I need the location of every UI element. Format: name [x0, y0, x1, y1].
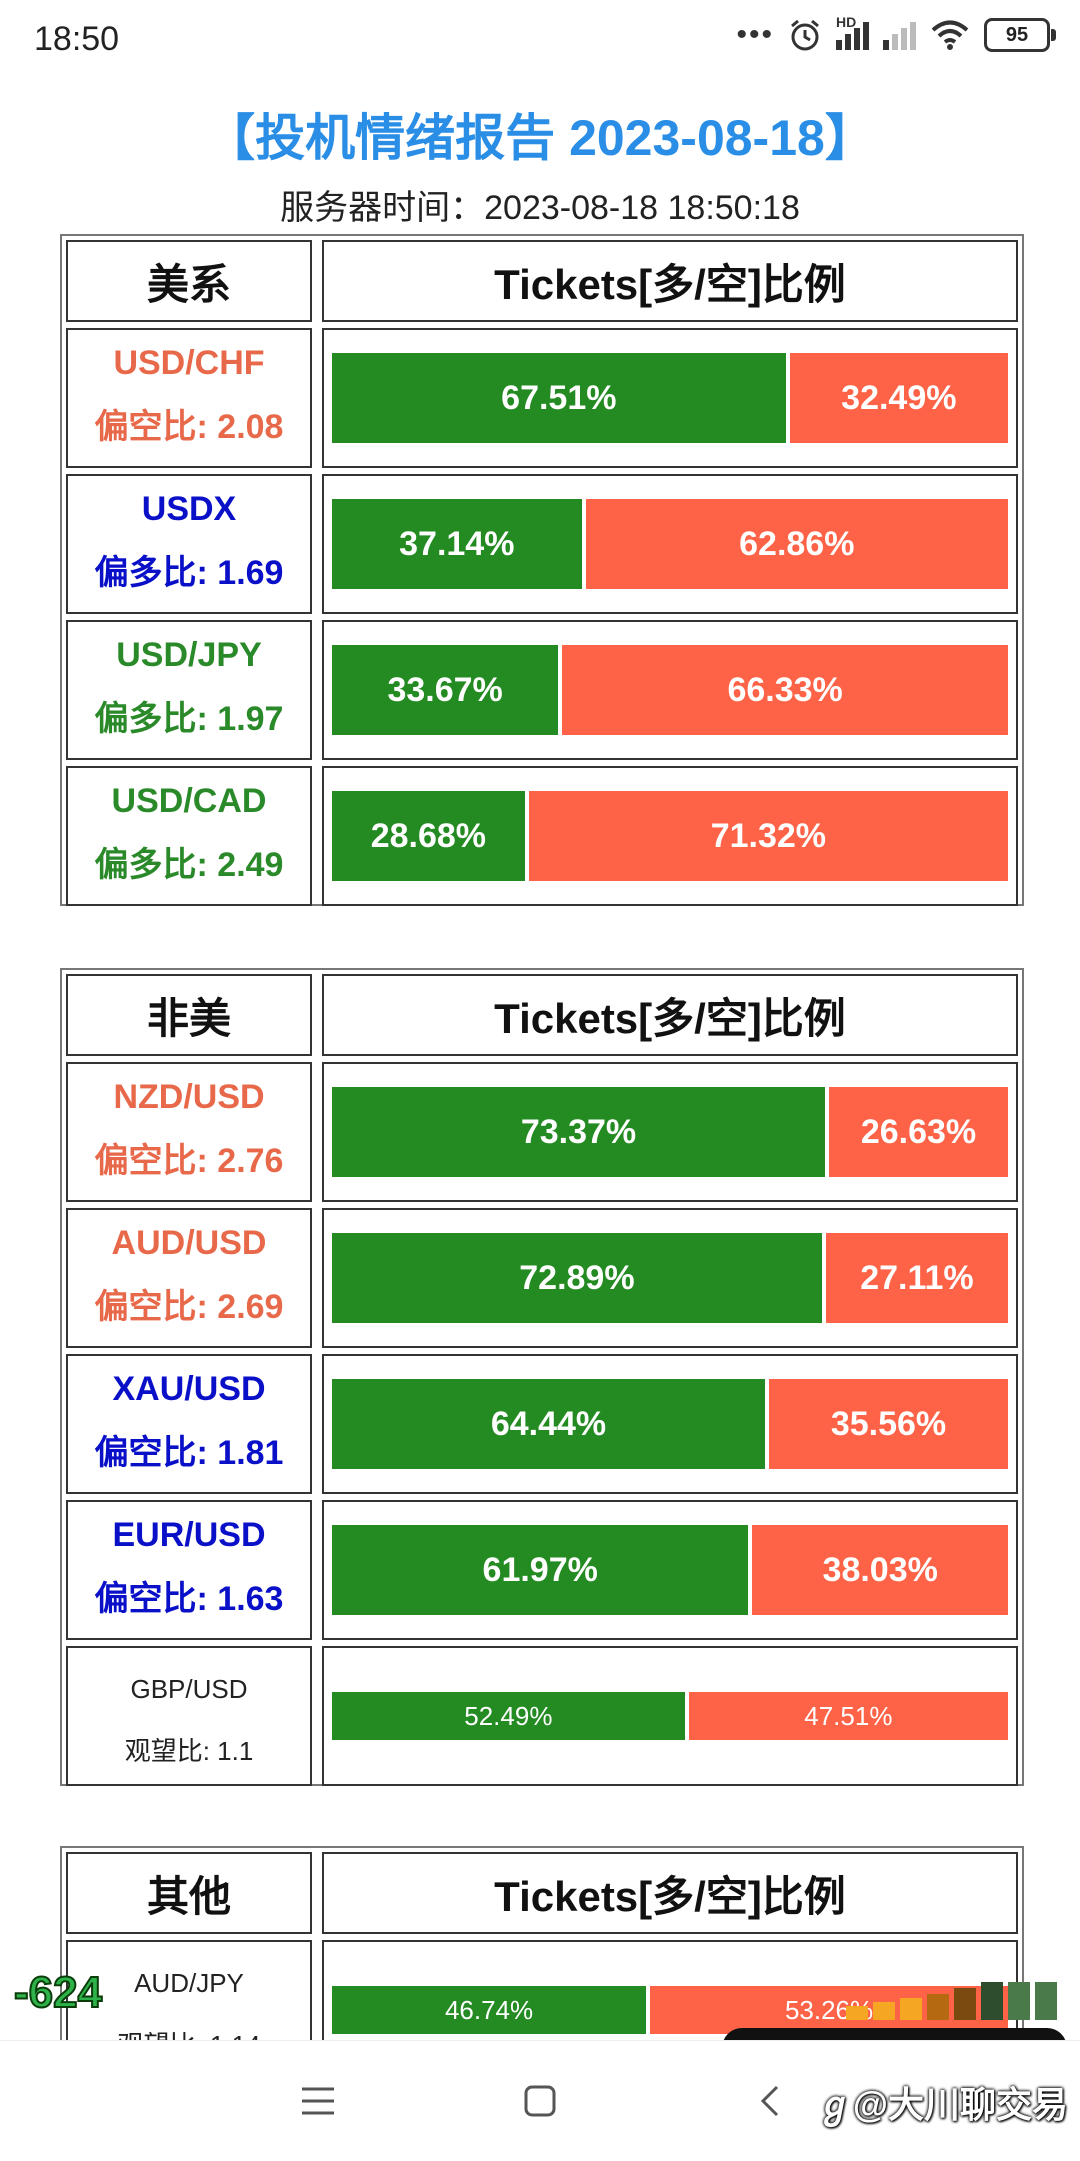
overlay-counter: -624	[13, 1967, 103, 2018]
table-row: AUD/USD 偏空比: 2.69 72.89% 27.11%	[66, 1208, 1018, 1348]
pair-cell: XAU/USD 偏空比: 1.81	[66, 1354, 312, 1494]
wifi-icon	[931, 20, 969, 50]
home-button[interactable]	[510, 2071, 570, 2131]
long-bar: 72.89%	[332, 1233, 822, 1323]
ratio-header: Tickets[多/空]比例	[322, 974, 1018, 1056]
long-bar: 52.49%	[332, 1692, 685, 1740]
long-bar: 61.97%	[332, 1525, 749, 1615]
group-header: 其他	[66, 1852, 312, 1934]
long-bar: 73.37%	[332, 1087, 826, 1177]
pair-cell: USD/CHF 偏空比: 2.08	[66, 328, 312, 468]
ratio-bar-cell: 72.89% 27.11%	[322, 1208, 1018, 1348]
short-bar: 38.03%	[752, 1525, 1008, 1615]
status-bar: 18:50 ••• HD 95	[0, 0, 1080, 78]
pair-name: AUD/USD	[111, 1224, 267, 1262]
report-title: 【投机情绪报告 2023-08-18】	[205, 110, 875, 166]
table-row: NZD/USD 偏空比: 2.76 73.37% 26.63%	[66, 1062, 1018, 1202]
nav-bar	[0, 2040, 1080, 2161]
group-header: 非美	[66, 974, 312, 1056]
sentiment-ratio: 偏空比: 2.69	[94, 1288, 284, 1326]
ratio-bar-cell: 64.44% 35.56%	[322, 1354, 1018, 1494]
long-bar: 46.74%	[332, 1986, 647, 2034]
table-row: EUR/USD 偏空比: 1.63 61.97% 38.03%	[66, 1500, 1018, 1640]
ratio-bar-cell: 33.67% 66.33%	[322, 620, 1018, 760]
short-bar: 71.32%	[528, 791, 1008, 881]
ratio-bar-cell: 37.14% 62.86%	[322, 474, 1018, 614]
overlay-mini-bars-icon	[846, 1982, 1057, 2020]
pair-cell: USD/CAD 偏多比: 2.49	[66, 766, 312, 906]
sentiment-ratio: 偏空比: 2.08	[94, 408, 284, 446]
signal-hd-icon: HD	[836, 14, 869, 50]
ratio-header: Tickets[多/空]比例	[322, 1852, 1018, 1934]
short-bar: 62.86%	[585, 499, 1008, 589]
table-row: USD/CHF 偏空比: 2.08 67.51% 32.49%	[66, 328, 1018, 468]
pair-name: AUD/JPY	[134, 1968, 244, 1998]
sentiment-table: 美系 Tickets[多/空]比例 USD/CHF 偏空比: 2.08 67.51% 32…	[60, 234, 1024, 906]
sentiment-ratio: 偏多比: 1.97	[94, 700, 284, 738]
long-bar: 37.14%	[332, 499, 582, 589]
group-header: 美系	[66, 240, 312, 322]
table-row: USD/CAD 偏多比: 2.49 28.68% 71.32%	[66, 766, 1018, 906]
pair-name: GBP/USD	[130, 1674, 248, 1704]
ratio-header: Tickets[多/空]比例	[322, 240, 1018, 322]
signal-weak-icon	[883, 20, 916, 50]
back-icon	[760, 2085, 779, 2117]
pair-cell: NZD/USD 偏空比: 2.76	[66, 1062, 312, 1202]
table-row: XAU/USD 偏空比: 1.81 64.44% 35.56%	[66, 1354, 1018, 1494]
battery-icon: 95	[984, 18, 1056, 52]
status-icons: ••• HD 95	[736, 14, 1056, 52]
more-dots-icon: •••	[736, 18, 774, 51]
pair-cell: USDX 偏多比: 1.69	[66, 474, 312, 614]
long-bar: 67.51%	[332, 353, 786, 443]
sentiment-ratio: 观望比: 1.1	[124, 1736, 254, 1766]
pair-name: USD/JPY	[116, 636, 262, 674]
table-row: GBP/USD 观望比: 1.1 52.49% 47.51%	[66, 1646, 1018, 1786]
back-button[interactable]	[740, 2071, 800, 2131]
pair-name: USD/CHF	[113, 344, 265, 382]
table-header-row: 其他 Tickets[多/空]比例	[66, 1852, 1018, 1934]
sentiment-ratio: 偏多比: 1.69	[94, 554, 284, 592]
ratio-bar-cell: 67.51% 32.49%	[322, 328, 1018, 468]
sentiment-table: 非美 Tickets[多/空]比例 NZD/USD 偏空比: 2.76 73.37% 26…	[60, 968, 1024, 1786]
menu-icon	[302, 2087, 334, 2115]
alarm-icon	[791, 19, 819, 51]
short-bar: 27.11%	[825, 1233, 1008, 1323]
table-row: USD/JPY 偏多比: 1.97 33.67% 66.33%	[66, 620, 1018, 760]
home-icon	[524, 2085, 556, 2117]
menu-button[interactable]	[288, 2071, 348, 2131]
sentiment-ratio: 偏空比: 1.81	[94, 1434, 284, 1472]
ratio-bar-cell: 52.49% 47.51%	[322, 1646, 1018, 1786]
pair-cell: GBP/USD 观望比: 1.1	[66, 1646, 312, 1786]
short-bar: 32.49%	[789, 353, 1008, 443]
short-bar: 35.56%	[769, 1379, 1008, 1469]
table-header-row: 美系 Tickets[多/空]比例	[66, 240, 1018, 322]
status-time: 18:50	[34, 20, 120, 58]
short-bar: 47.51%	[688, 1692, 1008, 1740]
watermark-logo-icon: ℊ	[816, 2084, 853, 2125]
pair-name: EUR/USD	[112, 1516, 266, 1554]
pair-name: XAU/USD	[112, 1370, 266, 1408]
server-time: 服务器时间：2023-08-18 18:50:18	[280, 189, 800, 227]
pair-cell: EUR/USD 偏空比: 1.63	[66, 1500, 312, 1640]
long-bar: 28.68%	[332, 791, 525, 881]
long-bar: 64.44%	[332, 1379, 766, 1469]
ratio-bar-cell: 28.68% 71.32%	[322, 766, 1018, 906]
pair-name: USDX	[141, 490, 237, 528]
short-bar: 26.63%	[829, 1087, 1008, 1177]
table-row: USDX 偏多比: 1.69 37.14% 62.86%	[66, 474, 1018, 614]
watermark: ℊ@大川聊交易	[816, 2084, 1068, 2125]
pair-name: USD/CAD	[111, 782, 267, 820]
ratio-bar-cell: 61.97% 38.03%	[322, 1500, 1018, 1640]
ratio-bar-cell: 73.37% 26.63%	[322, 1062, 1018, 1202]
pair-cell: AUD/USD 偏空比: 2.69	[66, 1208, 312, 1348]
pair-name: NZD/USD	[113, 1078, 265, 1116]
long-bar: 33.67%	[332, 645, 559, 735]
sentiment-ratio: 偏空比: 1.63	[94, 1580, 284, 1618]
sentiment-ratio: 偏空比: 2.76	[94, 1142, 284, 1180]
sentiment-ratio: 偏多比: 2.49	[94, 846, 284, 884]
short-bar: 66.33%	[562, 645, 1008, 735]
table-header-row: 非美 Tickets[多/空]比例	[66, 974, 1018, 1056]
pair-cell: USD/JPY 偏多比: 1.97	[66, 620, 312, 760]
